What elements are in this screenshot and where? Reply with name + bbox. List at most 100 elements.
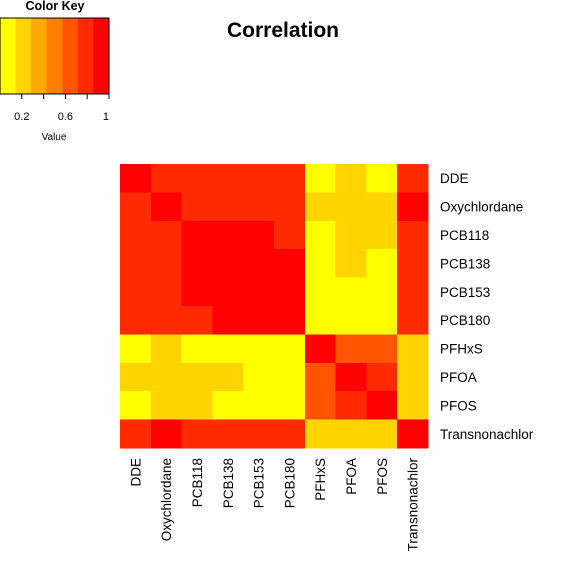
heatmap-cell	[181, 306, 213, 335]
heatmap-cell	[366, 192, 398, 222]
heatmap-cell	[181, 362, 213, 392]
column-label: Transnonachlor	[406, 458, 421, 552]
heatmap-cell	[120, 362, 152, 392]
heatmap-cell	[335, 164, 367, 193]
heatmap-cell	[335, 362, 367, 392]
color-key-swatch	[62, 18, 79, 94]
heatmap-cell	[212, 249, 244, 279]
row-label: PCB153	[440, 285, 490, 300]
heatmap-cell	[243, 334, 275, 364]
heatmap-cell	[366, 362, 398, 392]
heatmap-cell	[243, 419, 275, 449]
heatmap-cell	[243, 220, 275, 250]
color-key-axis: 0.2 0.6 1	[14, 94, 110, 123]
heatmap-cell	[274, 334, 306, 364]
color-key-swatch	[0, 18, 17, 94]
heatmap-cell	[181, 391, 213, 421]
heatmap-cell	[181, 220, 213, 250]
heatmap-cell	[366, 391, 398, 421]
color-key-gradient	[0, 18, 110, 94]
heatmap-cell	[120, 277, 152, 307]
heatmap-cell	[274, 192, 306, 222]
heatmap-cell	[366, 277, 398, 307]
color-key-swatch	[46, 18, 63, 94]
heatmap-cell	[397, 220, 429, 250]
heatmap-cell	[397, 334, 429, 364]
heatmap-cell	[397, 277, 429, 307]
heatmap-cell	[366, 249, 398, 279]
heatmap-cell	[243, 249, 275, 279]
chart-title: Correlation	[227, 19, 339, 42]
heatmap-cell	[335, 277, 367, 307]
heatmap-cell	[397, 164, 429, 193]
row-label: Oxychlordane	[440, 200, 523, 215]
heatmap-cell	[150, 192, 183, 222]
heatmap-cell	[304, 334, 337, 364]
color-key: Color Key 0.2 0.6 1 Value	[0, 0, 110, 143]
column-label: PCB118	[190, 458, 205, 507]
heatmap-cell	[304, 164, 337, 193]
color-key-title: Color Key	[25, 0, 84, 13]
heatmap-cell	[335, 249, 367, 279]
heatmap-cell	[304, 220, 337, 250]
heatmap-cell	[212, 192, 244, 222]
row-label: PFHxS	[440, 342, 483, 357]
heatmap-cell	[366, 419, 398, 449]
color-key-swatch	[93, 18, 110, 94]
column-label: PFHxS	[313, 458, 328, 501]
heatmap-cell	[274, 391, 306, 421]
column-label: PFOS	[375, 458, 390, 495]
heatmap-cell	[397, 419, 429, 449]
heatmap-cell	[274, 164, 306, 193]
column-label: PFOA	[344, 458, 359, 495]
heatmap-cell	[150, 164, 183, 193]
heatmap-cell	[120, 164, 152, 193]
heatmap-cell	[274, 249, 306, 279]
row-label: PFOA	[440, 370, 477, 385]
heatmap-cell	[304, 249, 337, 279]
heatmap-cell	[212, 362, 244, 392]
heatmap-cell	[120, 192, 152, 222]
heatmap-cell	[366, 334, 398, 364]
heatmap-cell	[212, 334, 244, 364]
heatmap-cell	[150, 334, 183, 364]
heatmap-cell	[243, 391, 275, 421]
column-label: DDE	[128, 458, 143, 487]
row-label: PCB180	[440, 313, 490, 328]
heatmap-cell	[120, 220, 152, 250]
heatmap-cell	[150, 277, 183, 307]
heatmap-cell	[120, 249, 152, 279]
heatmap-cell	[304, 192, 337, 222]
color-key-swatch	[77, 18, 94, 94]
column-label: PCB180	[282, 458, 297, 508]
heatmap-cell	[212, 277, 244, 307]
heatmap-cell	[243, 192, 275, 222]
heatmap-cell	[181, 164, 213, 193]
heatmap-cell	[181, 419, 213, 449]
heatmap-cell	[243, 306, 275, 335]
heatmap-cell	[212, 391, 244, 421]
column-labels: DDE Oxychlordane PCB118 PCB138 PCB153 PCB180 P…	[128, 458, 420, 552]
color-key-tick-label: 0.6	[58, 111, 73, 123]
color-key-swatch	[15, 18, 32, 94]
heatmap-cell	[397, 249, 429, 279]
heatmap-cell	[150, 419, 183, 449]
row-label: Transnonachlor	[440, 427, 534, 442]
row-label: DDE	[440, 171, 469, 186]
heatmap-cell	[212, 306, 244, 335]
heatmap-cell	[335, 391, 367, 421]
heatmap-cell	[150, 391, 183, 421]
heatmap-cell	[366, 306, 398, 335]
heatmap-cell	[212, 220, 244, 250]
heatmap-cell	[366, 164, 398, 193]
column-label: PCB138	[221, 458, 236, 508]
row-label: PCB138	[440, 256, 490, 271]
heatmap-cell	[304, 419, 337, 449]
heatmap-cell	[274, 419, 306, 449]
heatmap-cell	[181, 192, 213, 222]
heatmap-cell	[120, 419, 152, 449]
heatmap-cell	[243, 362, 275, 392]
heatmap-cell	[150, 249, 183, 279]
heatmap-cell	[150, 362, 183, 392]
heatmap-cell	[181, 249, 213, 279]
